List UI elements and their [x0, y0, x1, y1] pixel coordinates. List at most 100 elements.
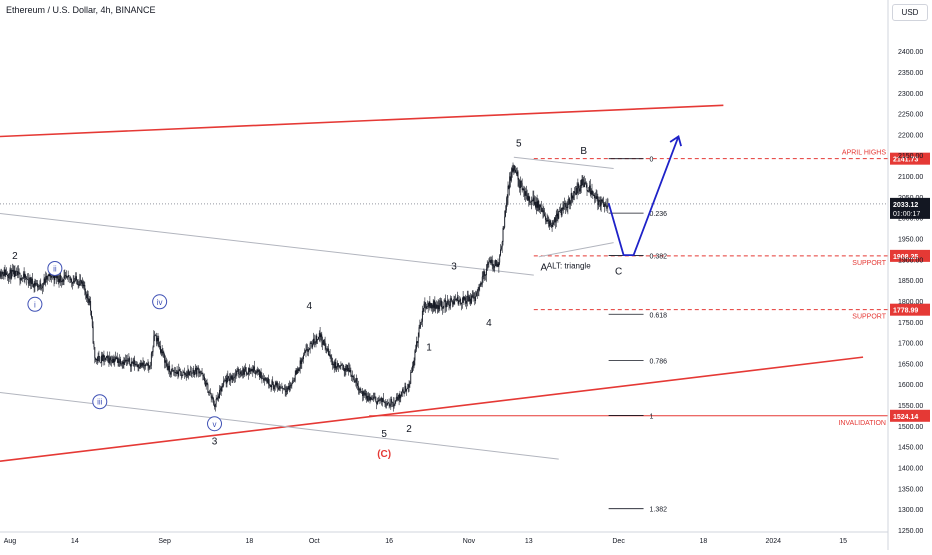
- candle-body: [390, 399, 391, 405]
- candle-body: [577, 188, 578, 195]
- candle-body: [105, 358, 106, 360]
- candle-body: [336, 367, 337, 368]
- candle-body: [71, 279, 72, 282]
- candle-body: [478, 287, 479, 290]
- candle-body: [197, 368, 198, 374]
- candle-body: [64, 275, 65, 276]
- candle-body: [162, 349, 163, 353]
- candle-body: [347, 365, 348, 371]
- candle-body: [388, 403, 389, 404]
- candle-body: [596, 196, 597, 198]
- candle-body: [607, 207, 608, 208]
- candle-body: [97, 359, 98, 361]
- candle-body: [38, 286, 39, 287]
- candle-body: [399, 394, 400, 398]
- candle-body: [393, 402, 394, 406]
- candle-body: [264, 378, 265, 380]
- fib-label: 1: [650, 413, 654, 420]
- candle-body: [573, 191, 574, 196]
- candle-body: [561, 210, 562, 216]
- candle-body: [409, 384, 410, 387]
- candle-body: [64, 276, 65, 281]
- candle-body: [198, 368, 199, 373]
- candle-body: [408, 387, 409, 388]
- candle-body: [528, 197, 529, 201]
- candle-body: [235, 375, 236, 377]
- candle-body: [513, 168, 514, 171]
- candle-body: [44, 279, 45, 283]
- candle-body: [147, 363, 148, 364]
- candle-body: [475, 296, 476, 301]
- candle-body: [27, 279, 28, 280]
- candle-body: [488, 262, 489, 264]
- candle-body: [132, 362, 133, 363]
- candle-body: [538, 201, 539, 210]
- candle-body: [412, 366, 413, 373]
- candle-body: [158, 338, 159, 341]
- candle-body: [346, 365, 347, 370]
- candle-body: [570, 201, 571, 204]
- candle-body: [25, 278, 26, 279]
- candle-body: [168, 366, 169, 370]
- candle-body: [519, 186, 520, 188]
- candle-body: [136, 364, 137, 365]
- candle-body: [419, 327, 420, 336]
- candle-body: [354, 377, 355, 382]
- candle-body: [476, 293, 477, 297]
- candle-body: [474, 298, 475, 301]
- candle-body: [391, 399, 392, 403]
- candle-body: [514, 165, 515, 169]
- candle-body: [546, 220, 547, 222]
- candle-body: [255, 371, 256, 374]
- candle-body: [177, 372, 178, 374]
- candle-body: [598, 200, 599, 205]
- candle-body: [125, 360, 126, 362]
- candle-body: [121, 363, 122, 364]
- currency-button[interactable]: USD: [892, 4, 928, 21]
- candle-body: [59, 275, 60, 282]
- candle-body: [30, 278, 31, 284]
- candle-body: [60, 275, 61, 281]
- candle-body: [441, 301, 442, 307]
- candle-body: [268, 378, 269, 384]
- candle-body: [126, 360, 127, 362]
- candle-body: [212, 397, 213, 399]
- candle-body: [234, 377, 235, 378]
- candle-body: [190, 371, 191, 372]
- candle-body: [589, 186, 590, 192]
- level-price-value: 1778.99: [893, 308, 918, 315]
- price-tick-label: 2100.00: [898, 174, 923, 181]
- price-tick-label: 2400.00: [898, 49, 923, 56]
- candle-body: [173, 370, 174, 372]
- candle-body: [524, 191, 525, 196]
- candle-body: [501, 247, 502, 249]
- candle-body: [381, 398, 382, 402]
- candle-body: [232, 378, 233, 380]
- candle-body: [221, 388, 222, 391]
- candle-body: [385, 403, 386, 404]
- candle-body: [286, 388, 287, 392]
- candle-body: [379, 400, 380, 401]
- candle-body: [184, 372, 185, 375]
- candle-body: [52, 276, 53, 277]
- candle-body: [214, 405, 215, 407]
- candle-body: [246, 367, 247, 372]
- candle-body: [128, 358, 129, 360]
- candle-body: [154, 335, 155, 336]
- candle-body: [183, 372, 184, 373]
- candle-body: [102, 356, 103, 361]
- horizontal-levels: APRIL HIGHS2141.73SUPPORT1908.25SUPPORT1…: [0, 150, 930, 427]
- candle-body: [262, 378, 263, 379]
- candle-body: [35, 284, 36, 285]
- candle-body: [479, 286, 480, 287]
- candle-body: [242, 368, 243, 374]
- candle-body: [591, 191, 592, 194]
- candle-body: [303, 355, 304, 359]
- candle-body: [94, 347, 95, 358]
- candle-body: [407, 388, 408, 389]
- candle-body: [411, 372, 412, 373]
- candle-body: [80, 280, 81, 281]
- candle-body: [59, 279, 60, 282]
